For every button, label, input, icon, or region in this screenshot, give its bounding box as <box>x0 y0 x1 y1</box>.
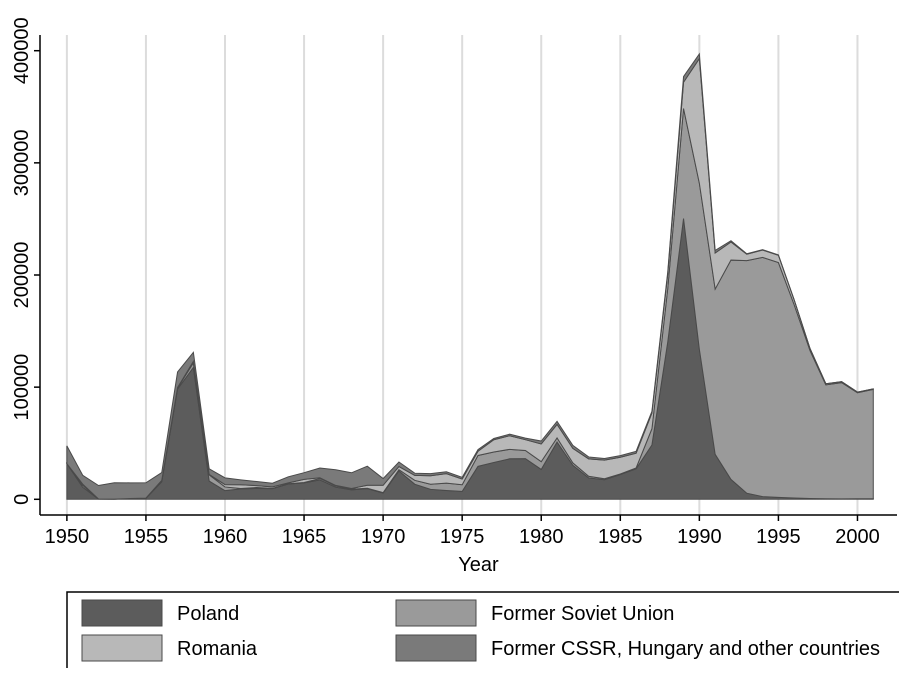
x-tick-label: 1990 <box>677 526 722 548</box>
legend-label: Former CSSR, Hungary and other countries <box>491 638 880 660</box>
x-tick-label: 1970 <box>361 526 406 548</box>
area <box>66 52 874 500</box>
x-tick-label: 1980 <box>519 526 564 548</box>
y-tick-label: 300000 <box>11 129 33 196</box>
x-tick-label: 2000 <box>835 526 880 548</box>
legend-label: Romania <box>177 638 258 660</box>
legend-swatch <box>395 599 477 627</box>
x-tick-label: 1975 <box>440 526 485 548</box>
legend-label: Former Soviet Union <box>491 603 674 625</box>
x-tick-label: 1960 <box>203 526 248 548</box>
x-tick-label: 1985 <box>598 526 643 548</box>
x-axis-title: Year <box>458 554 499 576</box>
legend-swatch <box>395 634 477 662</box>
legend-label: Poland <box>177 603 239 625</box>
x-tick-label: 1950 <box>45 526 90 548</box>
legend-swatch <box>81 634 163 662</box>
y-tick-label: 0 <box>11 494 33 505</box>
legend-swatch <box>81 599 163 627</box>
x-tick-label: 1965 <box>282 526 327 548</box>
y-tick-label: 200000 <box>11 242 33 309</box>
x-tick-label: 1955 <box>124 526 169 548</box>
y-tick-label: 400000 <box>11 17 33 84</box>
y-tick-label: 100000 <box>11 354 33 421</box>
x-tick-label: 1995 <box>756 526 801 548</box>
